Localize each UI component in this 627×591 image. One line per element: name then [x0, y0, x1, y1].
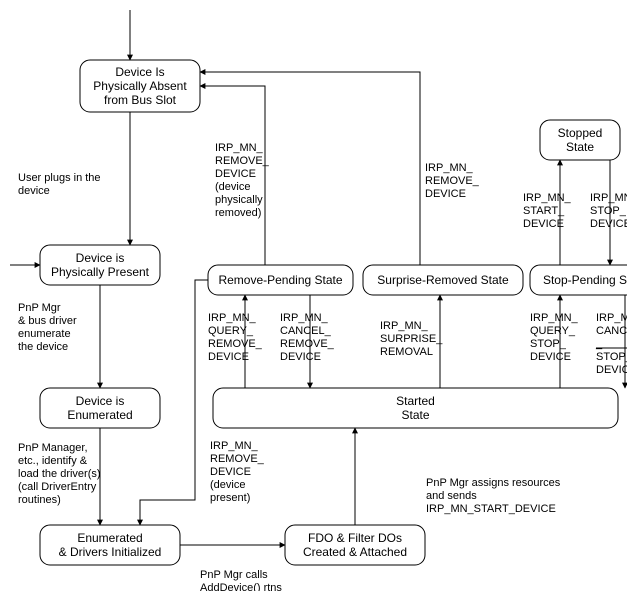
- label-12: IRP_MN_START_DEVICE: [523, 192, 572, 230]
- label-11: IRP_MN_CANCEL_STOP_DEVICE: [595, 312, 627, 376]
- node-enum_drivers: Enumerated& Drivers Initialized: [40, 525, 180, 565]
- node-label-remove_pending: Remove-Pending State: [218, 273, 342, 287]
- label-10: IRP_MN_QUERY_STOP_DEVICE: [530, 312, 579, 363]
- node-remove_pending: Remove-Pending State: [208, 265, 353, 295]
- node-surprise: Surprise-Removed State: [363, 265, 523, 295]
- label-1: PnP Mgr& bus driverenumeratethe device: [18, 302, 77, 353]
- node-label-started: StartedState: [396, 394, 435, 422]
- label-0: User plugs in thedevice: [18, 172, 101, 197]
- label-3: PnP Mgr callsAddDevice() rtns: [200, 569, 282, 591]
- label-13: IRP_MN_STOP_DEVICE: [590, 192, 627, 230]
- label-5: IRP_MN_REMOVE_DEVICE(devicephysicallyrem…: [215, 142, 270, 219]
- node-stopped: StoppedState: [540, 120, 620, 160]
- label-2: PnP Manager,etc., identify &load the dri…: [18, 442, 101, 506]
- node-label-surprise: Surprise-Removed State: [377, 273, 509, 287]
- node-present: Device isPhysically Present: [40, 245, 160, 285]
- label-9: IRP_MN_SURPRISE_REMOVAL: [380, 320, 443, 358]
- label-7: IRP_MN_QUERY_REMOVE_DEVICE: [208, 312, 263, 363]
- node-stop_pending: Stop-Pending State: [530, 265, 627, 295]
- node-label-stop_pending: Stop-Pending State: [543, 273, 627, 287]
- label-4: PnP Mgr assigns resourcesand sendsIRP_MN…: [426, 477, 561, 515]
- node-label-enumerated: Device isEnumerated: [67, 394, 132, 422]
- label-8: IRP_MN_CANCEL_REMOVE_DEVICE: [280, 312, 335, 363]
- label-6: IRP_MN_REMOVE_DEVICE: [425, 162, 480, 200]
- label-14: IRP_MN_REMOVE_DEVICE(devicepresent): [210, 440, 265, 504]
- node-fdo: FDO & Filter DOsCreated & Attached: [285, 525, 425, 565]
- node-started: StartedState: [213, 388, 618, 428]
- node-absent: Device IsPhysically Absentfrom Bus Slot: [80, 60, 200, 112]
- node-enumerated: Device isEnumerated: [40, 388, 160, 428]
- node-label-fdo: FDO & Filter DOsCreated & Attached: [303, 531, 407, 559]
- state-diagram: Device IsPhysically Absentfrom Bus Slot D…: [0, 0, 627, 591]
